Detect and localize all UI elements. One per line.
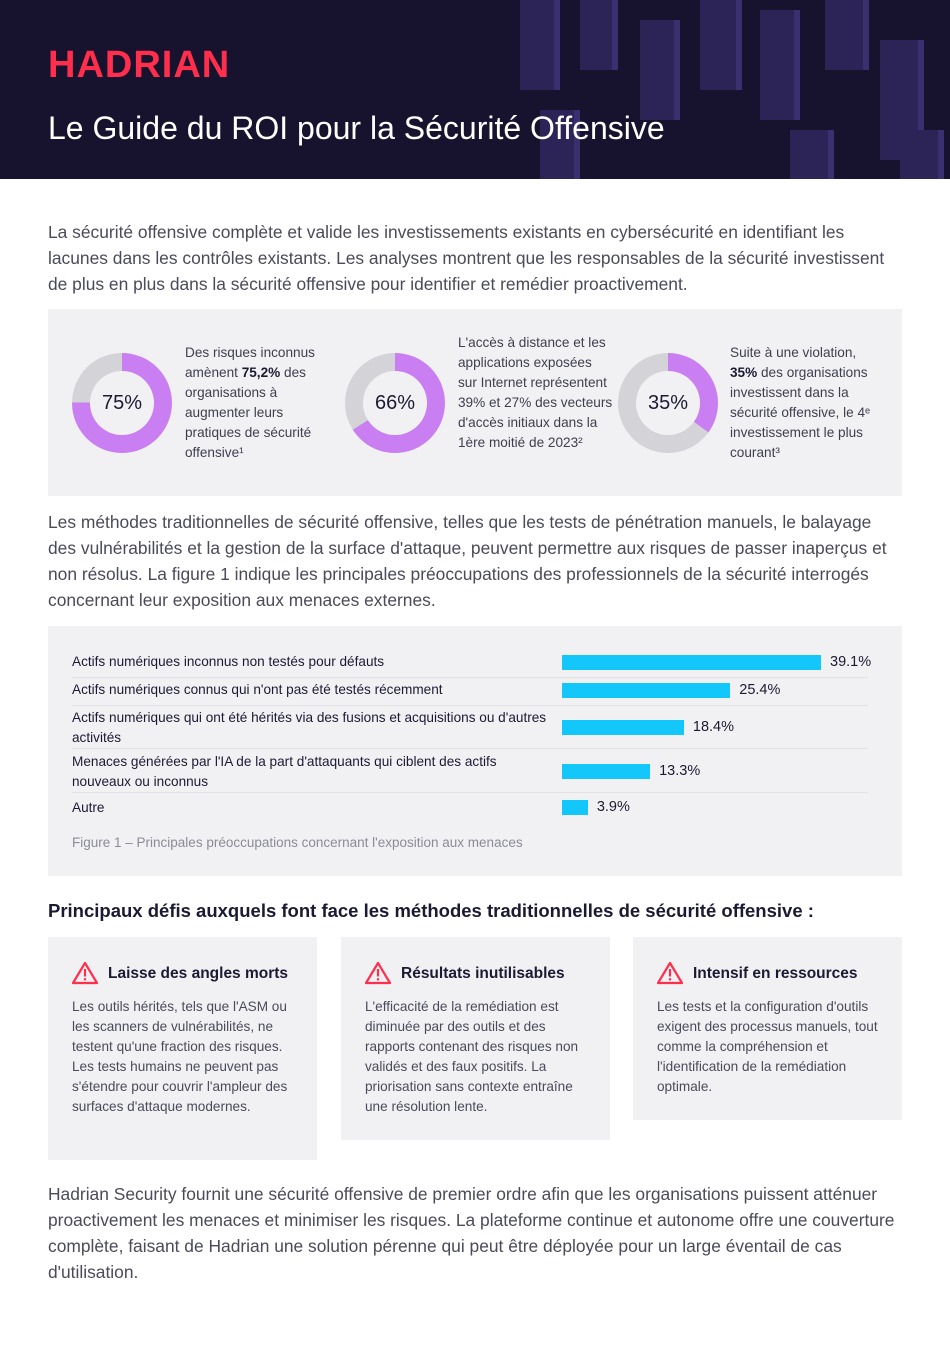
stat-description: Des risques inconnus amènent 75,2% des o… [185, 345, 315, 460]
donut-chart: 75% [72, 353, 172, 453]
header-decoration [540, 110, 580, 179]
card-title: Intensif en ressources [693, 965, 858, 982]
page-header: HADRIAN Le Guide du ROI pour la Sécurité… [0, 0, 950, 179]
bar-label: Actifs numériques qui ont été hérités vi… [72, 710, 547, 745]
bar-value-label: 25.4% [739, 682, 781, 698]
chart-row: Autre 3.9% [72, 798, 892, 822]
donut-hole [363, 371, 427, 435]
warning-triangle-icon [365, 961, 391, 985]
chart-row: Menaces générées par l'IA de la part d'a… [72, 752, 892, 796]
chart-caption: Figure 1 – Principales préoccupations co… [72, 835, 523, 850]
row-divider [72, 677, 868, 678]
closing-paragraph: Hadrian Security fournit une sécurité of… [48, 1184, 895, 1282]
page-title: Le Guide du ROI pour la Sécurité Offensi… [48, 110, 665, 146]
bar-label: Menaces générées par l'IA de la part d'a… [72, 754, 497, 789]
challenge-card: Laisse des angles morts Les outils hérit… [48, 937, 317, 1160]
chart-bar [562, 683, 731, 698]
donut-percent: 35% [647, 392, 689, 414]
header-decoration [825, 0, 869, 70]
donut-hole [90, 371, 154, 435]
header-decoration [580, 0, 618, 70]
card-body: L'efficacité de la remédiation est dimin… [365, 999, 579, 1114]
challenge-card: Résultats inutilisables L'efficacité de … [341, 937, 610, 1140]
intro-paragraph: La sécurité offensive complète et valide… [48, 222, 885, 294]
row-divider [72, 705, 868, 706]
card-title: Résultats inutilisables [401, 965, 565, 982]
chart-row: Actifs numériques inconnus non testés po… [72, 652, 892, 676]
header-decoration [520, 0, 560, 90]
stat-description: Suite à une violation, 35% des organisat… [730, 345, 871, 460]
bar-value-label: 3.9% [596, 799, 630, 815]
hadrian-logo: HADRIAN [48, 44, 231, 86]
threat-exposure-chart: Actifs numériques inconnus non testés po… [48, 626, 902, 876]
bar-label: Actifs numériques inconnus non testés po… [72, 654, 385, 669]
row-divider [72, 792, 868, 793]
stats-panel: 75% Des risques inconnus amènent 75,2% d… [48, 309, 902, 496]
header-decoration [700, 0, 742, 90]
challenges-heading: Principaux défis auxquels font face les … [48, 900, 814, 921]
challenge-card: Intensif en ressources Les tests et la c… [633, 937, 902, 1120]
stat-description: L'accès à distance et les applications e… [458, 335, 613, 450]
header-decoration [900, 130, 944, 179]
bar-value-label: 39.1% [830, 654, 872, 670]
header-decoration [640, 20, 680, 120]
row-divider [72, 748, 868, 749]
card-title: Laisse des angles morts [108, 965, 289, 982]
header-decoration [760, 10, 800, 120]
chart-row: Actifs numériques connus qui n'ont pas é… [72, 680, 892, 704]
chart-bar [562, 655, 821, 670]
donut-hole [636, 371, 700, 435]
stat-card: 66% L'accès à distance et les applicatio… [345, 309, 615, 496]
chart-bar [562, 720, 684, 735]
donut-percent: 75% [101, 392, 143, 414]
warning-triangle-icon [72, 961, 98, 985]
methods-paragraph: Les méthodes traditionnelles de sécurité… [48, 512, 887, 610]
warning-triangle-icon [657, 961, 683, 985]
bar-value-label: 13.3% [659, 763, 701, 779]
header-decoration [790, 130, 834, 179]
bar-label: Autre [72, 800, 105, 815]
donut-percent: 66% [374, 392, 416, 414]
donut-chart: 66% [345, 353, 445, 453]
stat-card: 35% Suite à une violation, 35% des organ… [618, 309, 888, 496]
chart-row: Actifs numériques qui ont été hérités vi… [72, 708, 892, 752]
chart-bar [562, 800, 588, 815]
bar-value-label: 18.4% [692, 719, 734, 735]
chart-bar [562, 764, 651, 779]
donut-chart: 35% [618, 353, 718, 453]
card-body: Les outils hérités, tels que l'ASM ou le… [72, 999, 288, 1114]
card-body: Les tests et la configuration d'outils e… [657, 999, 878, 1094]
bar-label: Actifs numériques connus qui n'ont pas é… [72, 682, 443, 697]
stat-card: 75% Des risques inconnus amènent 75,2% d… [72, 309, 332, 496]
